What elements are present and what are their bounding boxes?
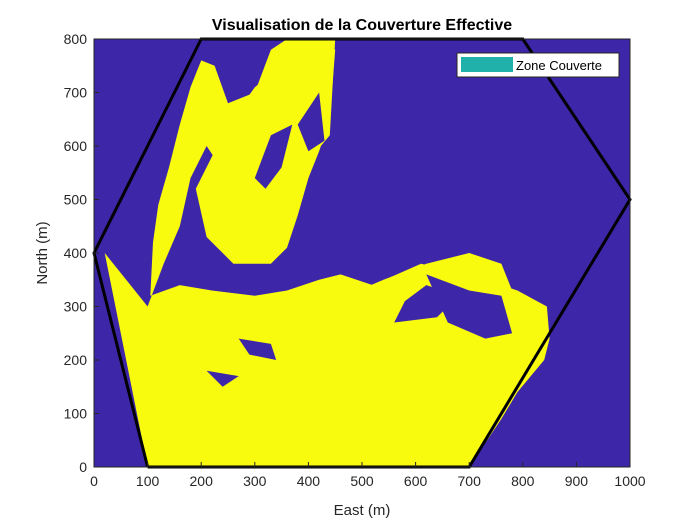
uncovered-layer	[206, 92, 513, 387]
uncovered-hole-7	[206, 370, 239, 387]
y-tick-label: 800	[64, 31, 88, 47]
legend-swatch-covered	[461, 57, 513, 72]
y-tick-label: 500	[64, 192, 88, 208]
x-axis-ticks: 0 100 200 300 400 500 600 700 800 900 1000	[90, 462, 646, 489]
y-tick-label: 200	[64, 352, 88, 368]
x-axis-label: East (m)	[334, 502, 391, 519]
x-tick-label: 800	[511, 473, 535, 489]
covered-region-4	[217, 381, 502, 462]
y-axis-label: North (m)	[34, 221, 51, 284]
x-tick-label: 400	[297, 473, 321, 489]
x-tick-label: 300	[243, 473, 267, 489]
x-tick-label: 100	[136, 473, 160, 489]
x-tick-label: 200	[190, 473, 214, 489]
chart-title: Visualisation de la Couverture Effective	[212, 17, 512, 34]
y-tick-label: 400	[64, 245, 88, 261]
x-tick-label: 600	[404, 473, 428, 489]
x-tick-label: 900	[565, 473, 589, 489]
x-tick-label: 1000	[614, 473, 645, 489]
uncovered-hole-4	[426, 274, 513, 339]
y-tick-label: 700	[64, 85, 88, 101]
x-tick-label: 700	[458, 473, 482, 489]
legend-label-covered: Zone Couverte	[516, 58, 602, 73]
uncovered-hole-1	[254, 124, 293, 189]
x-tick-label: 0	[90, 473, 98, 489]
x-tick-label: 500	[350, 473, 374, 489]
y-tick-label: 600	[64, 138, 88, 154]
y-tick-label: 100	[64, 406, 88, 422]
uncovered-hole-5	[238, 338, 277, 360]
y-tick-label: 300	[64, 299, 88, 315]
y-tick-label: 0	[79, 459, 87, 475]
uncovered-hole-2	[345, 188, 395, 253]
uncovered-hole-6	[297, 92, 325, 152]
y-axis-ticks: 0 100 200 300 400 500 600 700 800	[64, 31, 99, 475]
legend: Zone Couverte	[456, 52, 620, 78]
